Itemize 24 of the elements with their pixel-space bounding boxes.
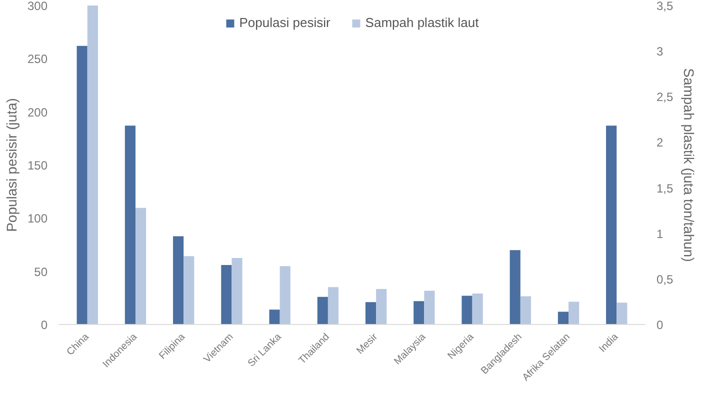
bar xyxy=(269,310,280,324)
y-tick-label: 50 xyxy=(34,264,48,279)
legend-label: Sampah plastik laut xyxy=(365,15,479,30)
y-tick-label: 150 xyxy=(27,158,48,172)
y2-tick-label: 2,5 xyxy=(656,90,674,104)
y-tick-label: 300 xyxy=(27,0,48,13)
bar xyxy=(510,250,520,324)
y-tick-label: 250 xyxy=(27,52,48,66)
y2-tick-label: 0 xyxy=(656,318,664,332)
y2-tick-label: 3 xyxy=(656,44,664,59)
y-tick-label: 200 xyxy=(27,105,48,120)
y2-tick-label: 3,5 xyxy=(656,0,674,13)
y-tick-label: 100 xyxy=(27,212,48,226)
y2-tick-label: 1 xyxy=(656,226,664,241)
bar xyxy=(280,266,290,324)
y-tick-label: 0 xyxy=(40,318,48,332)
y-axis-title: Populasi pesisir (juta) xyxy=(3,98,20,232)
bar xyxy=(606,126,617,324)
y2-tick-label: 2 xyxy=(656,136,664,150)
legend-label: Populasi pesisir xyxy=(239,15,330,30)
y2-tick-label: 0,5 xyxy=(656,272,674,286)
y2-tick-label: 1,5 xyxy=(656,181,674,196)
bar xyxy=(616,302,628,324)
y2-axis-title: Sampah plastik (juta ton/tahun) xyxy=(681,68,698,262)
